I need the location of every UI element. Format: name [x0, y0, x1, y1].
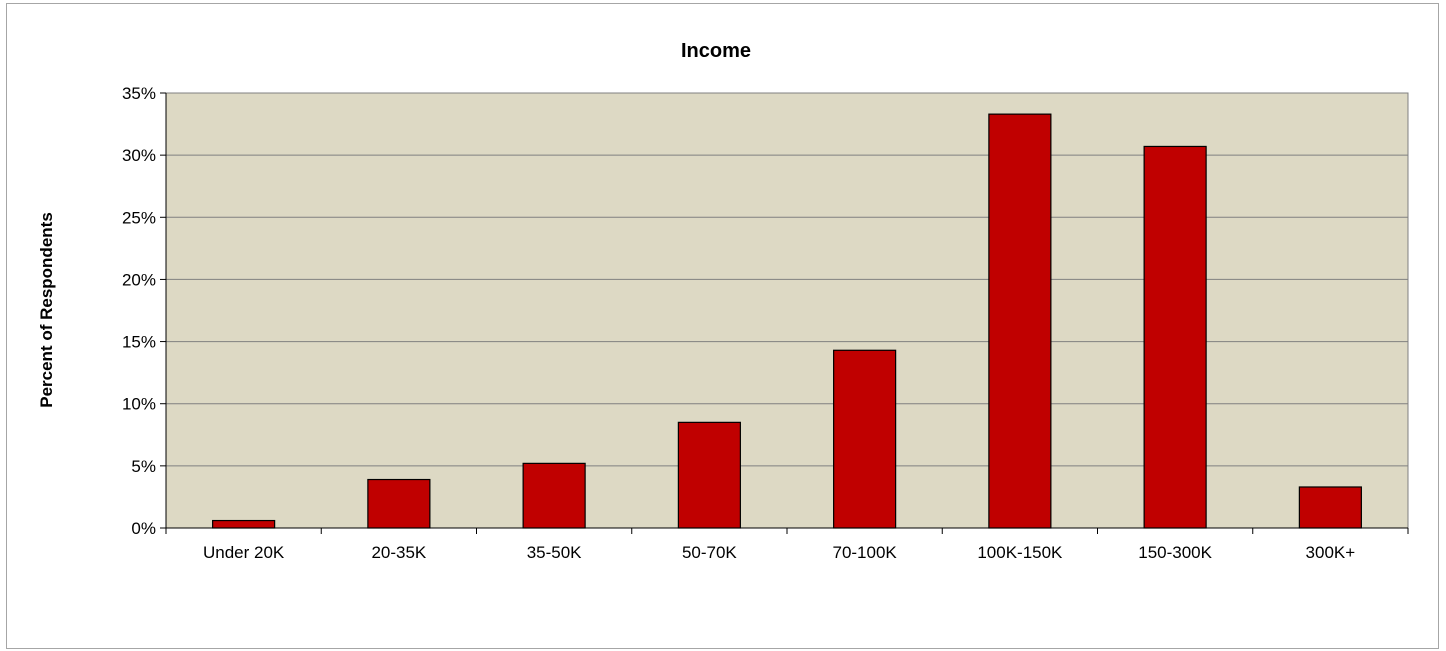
plot-area: [165, 92, 1409, 529]
y-tick-label: 10%: [122, 395, 156, 414]
bar: [1298, 486, 1362, 529]
x-tick-label: 150-300K: [1138, 543, 1212, 562]
x-tick-label: 100K-150K: [977, 543, 1063, 562]
y-tick-label: 5%: [131, 457, 156, 476]
y-tick-label: 0%: [131, 519, 156, 538]
bar: [212, 519, 276, 529]
x-tick-label: Under 20K: [203, 543, 285, 562]
bar: [988, 113, 1052, 529]
x-tick-label: 50-70K: [682, 543, 737, 562]
x-tick-label: 20-35K: [371, 543, 426, 562]
y-tick-label: 25%: [122, 208, 156, 227]
x-tick-label: 70-100K: [832, 543, 897, 562]
bar: [1143, 145, 1207, 529]
bar: [367, 478, 431, 529]
y-tick-label: 30%: [122, 146, 156, 165]
x-tick-label: 300K+: [1306, 543, 1356, 562]
y-tick-label: 35%: [122, 84, 156, 103]
y-tick-label: 15%: [122, 333, 156, 352]
bar: [677, 421, 741, 529]
y-axis-ticks: 0% 5% 10% 15% 20% 25% 30% 35%: [122, 84, 166, 538]
bar: [833, 349, 897, 529]
y-axis-label: Percent of Respondents: [37, 212, 56, 408]
bar: [522, 462, 586, 529]
x-axis-ticks: Under 20K 20-35K 35-50K 50-70K 70-100K 100K-1…: [165, 528, 1409, 562]
chart-title: Income: [681, 40, 751, 62]
x-tick-label: 35-50K: [527, 543, 582, 562]
y-tick-label: 20%: [122, 270, 156, 289]
